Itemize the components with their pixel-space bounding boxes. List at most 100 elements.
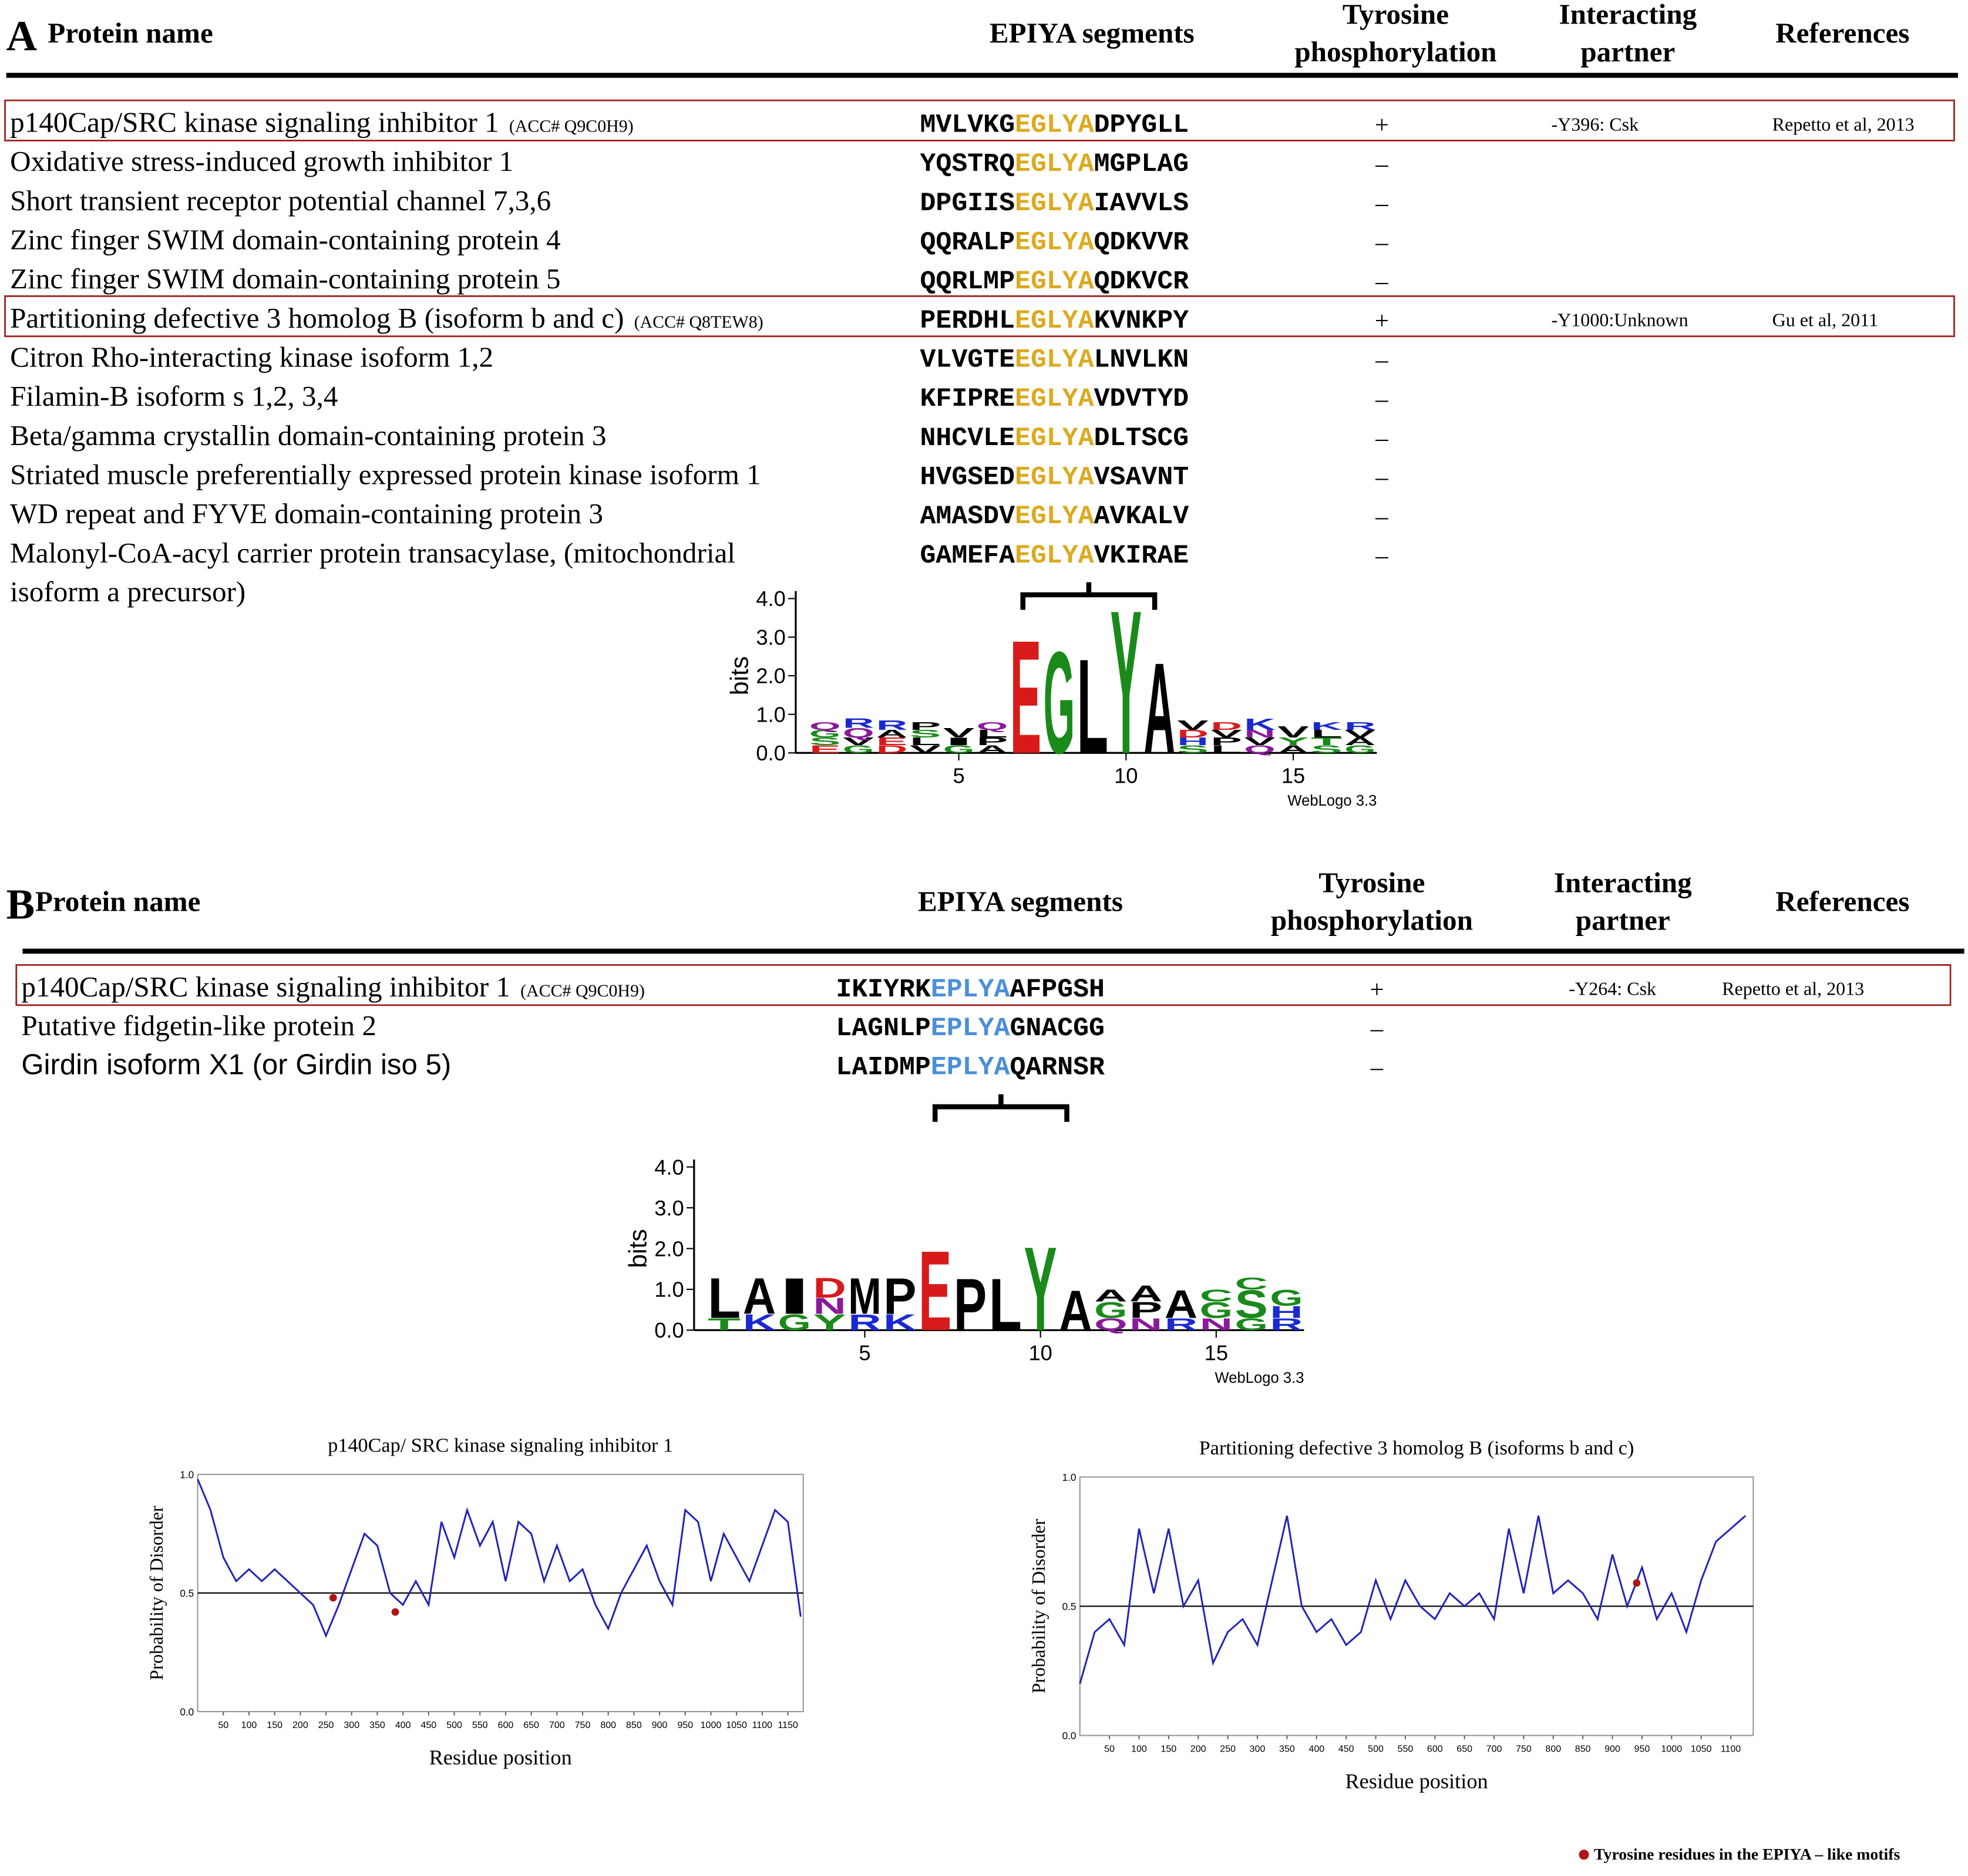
segment-after: AFPGSH (1010, 975, 1105, 1005)
x-tick-label: 750 (575, 1720, 591, 1730)
logo-letter: V (1277, 723, 1310, 741)
logo-letter: S (910, 728, 941, 740)
logo-letter: V (1344, 728, 1378, 740)
logo-letter: A (1129, 1282, 1162, 1307)
logo-letter: R (1270, 1315, 1303, 1334)
logo-letter: R (843, 716, 875, 731)
logo-letter: A (1165, 1283, 1197, 1327)
logo-letter: V (1210, 728, 1244, 740)
logo-letter: T (708, 1315, 741, 1334)
x-tick-label: 500 (1368, 1743, 1384, 1754)
accession: (ACC# Q8TEW8) (634, 312, 763, 332)
logo-letter: S (1177, 743, 1209, 755)
segment-after: VDVTYD (1094, 385, 1189, 414)
segment-before: QQRLMP (920, 267, 1015, 297)
disorder-line (197, 1478, 802, 1638)
x-tick-label: 250 (1220, 1743, 1236, 1754)
logo-y-tick-label: 0.0 (654, 1318, 684, 1342)
segment-before: YQSTRQ (920, 150, 1015, 179)
logo-y-tick-label: 2.0 (654, 1237, 684, 1261)
x-tick-label: 200 (1190, 1743, 1206, 1754)
segment-motif: EPLYA (931, 975, 1010, 1005)
logo-letter: G (1270, 1286, 1303, 1311)
logo-letter: V (1177, 718, 1210, 733)
protein-name: p140Cap/SRC kinase signaling inhibitor 1… (10, 106, 634, 138)
segment-before: GAMEFA (920, 541, 1015, 571)
protein-name-text: Oxidative stress-induced growth inhibito… (10, 145, 513, 177)
logo-y-tick-label: 0.0 (756, 741, 786, 765)
x-tick-label: 650 (1456, 1743, 1472, 1754)
segment-after: VKIRAE (1094, 541, 1189, 571)
phosphorylation: + (1375, 112, 1389, 139)
x-tick-label: 900 (1604, 1743, 1620, 1754)
logo-y-tick-label: 4.0 (654, 1155, 684, 1179)
phosphorylation: – (1375, 425, 1388, 452)
segment-motif: EPLYA (931, 1014, 1010, 1043)
logo-letter: V (910, 743, 943, 755)
epiya-segment: PERDHLEGLYAKVNKPY (920, 307, 1189, 336)
epiya-segment: YQSTRQEGLYAMGPLAG (920, 150, 1189, 179)
legend-marker (1579, 1850, 1589, 1860)
panel-label: B (6, 880, 35, 928)
protein-name-text: Striated muscle preferentially expressed… (10, 459, 761, 491)
x-tick-label: 950 (677, 1720, 693, 1730)
protein-name-text: Filamin-B isoform s 1,2, 3,4 (10, 380, 338, 412)
protein-name-text: WD repeat and FYVE domain-containing pro… (10, 497, 603, 530)
x-tick-label: 300 (344, 1720, 359, 1730)
logo-letter: L (1311, 728, 1343, 740)
logo-letter: A (1143, 636, 1175, 780)
protein-name-text: p140Cap/SRC kinase signaling inhibitor 1 (10, 106, 499, 138)
protein-name-text: Putative fidgetin-like protein 2 (21, 1009, 376, 1042)
protein-name: Zinc finger SWIM domain-containing prote… (10, 223, 561, 255)
tyrosine-site (391, 1608, 399, 1616)
protein-name-text: Zinc finger SWIM domain-containing prote… (10, 223, 561, 255)
epiya-segment: LAGNLPEPLYAGNACGG (836, 1014, 1105, 1043)
logo-letter: G (1344, 743, 1376, 755)
logo-letter: A (977, 743, 1008, 755)
header-phosphorylation: Tyrosine (1318, 866, 1425, 898)
y-axis-label: Probability of Disorder (146, 1505, 167, 1680)
highlight-box (15, 964, 1952, 1006)
logo-letter: H (1177, 735, 1209, 747)
x-tick-label: 500 (446, 1720, 462, 1730)
protein-name-text: Citron Rho-interacting kinase isoform 1,… (10, 341, 493, 373)
interacting-partner: -Y264: Csk (1569, 978, 1657, 999)
x-tick-label: 250 (318, 1720, 334, 1730)
x-tick-label: 1150 (778, 1720, 798, 1730)
segment-motif: EGLYA (1015, 502, 1094, 531)
legend-text: Tyrosine residues in the EPIYA – like mo… (1594, 1845, 1900, 1864)
x-tick-label: 1050 (726, 1720, 747, 1730)
tyrosine-site (1633, 1579, 1641, 1587)
x-tick-label: 100 (1131, 1743, 1147, 1754)
logo-letter: L (1077, 631, 1109, 782)
phosphorylation: – (1375, 268, 1388, 295)
phosphorylation: – (1370, 1015, 1384, 1042)
logo-letter: S (1311, 743, 1343, 755)
panel-label: A (6, 12, 37, 59)
epiya-segment: LAIDMPEPLYAQARNSR (836, 1053, 1105, 1082)
header-phosphorylation: phosphorylation (1271, 904, 1473, 937)
segment-motif: EGLYA (1015, 463, 1094, 493)
y-tick-label: 1.0 (1062, 1472, 1076, 1483)
protein-name-text: p140Cap/SRC kinase signaling inhibitor 1 (21, 971, 510, 1003)
logo-letter: V (1244, 735, 1277, 747)
x-tick-label: 750 (1516, 1743, 1532, 1754)
header-partner: Interacting (1554, 866, 1692, 898)
protein-name: Partitioning defective 3 homolog B (isof… (10, 302, 763, 334)
header-references: References (1775, 885, 1909, 918)
x-tick-label: 150 (1161, 1743, 1177, 1754)
logo-letter: T (1311, 735, 1344, 747)
logo-letter: A (1344, 735, 1376, 747)
header-segments: EPIYA segments (990, 17, 1195, 49)
segment-before: NHCVLE (920, 424, 1015, 453)
phosphorylation: – (1375, 346, 1388, 374)
x-tick-label: 1000 (701, 1720, 722, 1730)
segment-motif: EGLYA (1015, 345, 1094, 375)
logo-letter: P (977, 735, 1008, 747)
header-protein-name: Protein name (48, 17, 213, 49)
protein-name-text: Short transient receptor potential chann… (10, 184, 551, 217)
protein-name-text: Zinc finger SWIM domain-containing prote… (10, 262, 561, 295)
protein-name: Girdin isoform X1 (or Girdin iso 5) (21, 1049, 451, 1080)
segment-before: AMASDV (920, 502, 1015, 531)
phosphorylation: – (1375, 150, 1388, 178)
